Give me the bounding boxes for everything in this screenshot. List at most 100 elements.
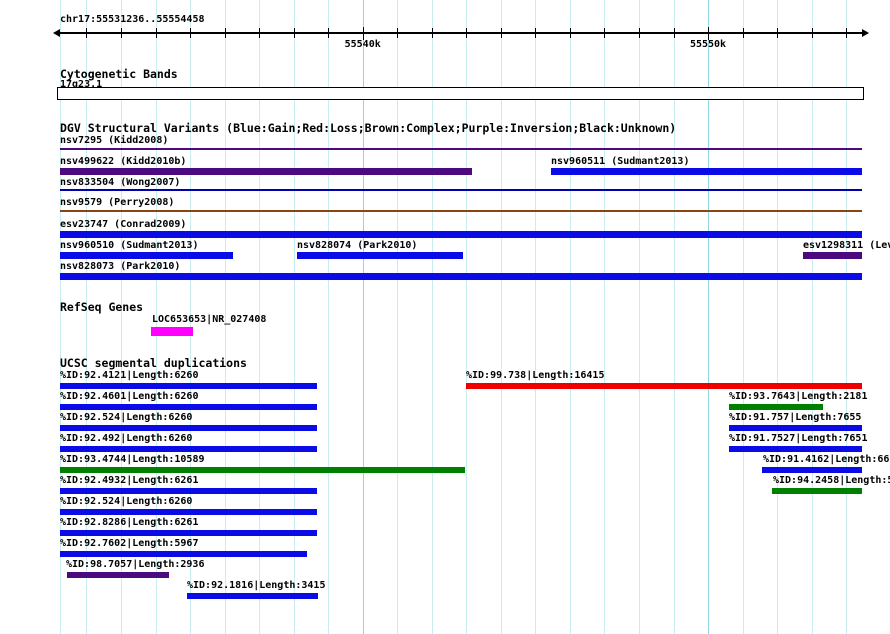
ruler-tick-label: 55550k (689, 39, 727, 50)
feature-bar-esv23747[interactable] (60, 231, 862, 238)
gridline (604, 0, 606, 634)
feature-label-nsv960511[interactable]: nsv960511 (Sudmant2013) (551, 156, 690, 167)
feature-bar-nsv960510[interactable] (60, 252, 233, 259)
feature-bar-segdup-15[interactable] (60, 551, 307, 557)
feature-label-LOC653653[interactable]: LOC653653|NR_027408 (152, 314, 267, 325)
gridline (328, 0, 330, 634)
cytoband-box[interactable] (57, 87, 864, 100)
feature-bar-segdup-7[interactable] (60, 446, 317, 452)
feature-label-esv1298311[interactable]: esv1298311 (Lev (803, 240, 890, 251)
feature-label-nsv960510[interactable]: nsv960510 (Sudmant2013) (60, 240, 199, 251)
section-title-cytogenetic-bands: Cytogenetic Bands (60, 67, 178, 81)
ruler-tick (777, 28, 779, 38)
feature-label-segdup-10[interactable]: %ID:91.4162|Length:668 (763, 454, 890, 465)
feature-bar-segdup-5[interactable] (60, 425, 317, 431)
gridline (777, 0, 779, 634)
feature-bar-segdup-17[interactable] (187, 593, 318, 599)
feature-bar-segdup-4[interactable] (729, 404, 823, 410)
feature-bar-LOC653653[interactable] (151, 327, 193, 336)
feature-label-segdup-9[interactable]: %ID:93.4744|Length:10589 (60, 454, 205, 465)
feature-label-segdup-1[interactable]: %ID:92.4121|Length:6260 (60, 370, 199, 381)
feature-label-segdup-12[interactable]: %ID:94.2458|Length:5 (773, 475, 890, 486)
feature-bar-nsv828073[interactable] (60, 273, 862, 280)
feature-bar-nsv7295[interactable] (60, 148, 862, 150)
ruler-tick (362, 27, 364, 40)
feature-bar-segdup-1[interactable] (60, 383, 317, 389)
feature-bar-nsv828074[interactable] (297, 252, 463, 259)
gridline (811, 0, 813, 634)
feature-bar-nsv9579[interactable] (60, 210, 862, 212)
feature-label-segdup-5[interactable]: %ID:92.524|Length:6260 (60, 412, 193, 423)
section-title-ucsc-segmental-duplications: UCSC segmental duplications (60, 356, 247, 370)
feature-label-nsv833504[interactable]: nsv833504 (Wong2007) (60, 177, 181, 188)
feature-bar-segdup-9[interactable] (60, 467, 465, 473)
ruler-tick (639, 28, 640, 38)
feature-bar-segdup-6[interactable] (729, 425, 862, 431)
feature-bar-esv1298311[interactable] (803, 252, 862, 259)
feature-bar-segdup-14[interactable] (60, 530, 317, 536)
feature-label-segdup-14[interactable]: %ID:92.8286|Length:6261 (60, 517, 199, 528)
feature-bar-segdup-16[interactable] (67, 572, 169, 578)
ruler-tick (673, 28, 675, 38)
gridline (224, 0, 226, 634)
ruler-tick (397, 28, 399, 38)
feature-label-segdup-15[interactable]: %ID:92.7602|Length:5967 (60, 538, 199, 549)
ruler-tick (500, 28, 502, 38)
feature-label-segdup-2[interactable]: %ID:99.738|Length:16415 (466, 370, 605, 381)
feature-bar-segdup-2[interactable] (466, 383, 862, 389)
ruler-tick-label: 55540k (344, 39, 381, 50)
feature-label-segdup-7[interactable]: %ID:92.492|Length:6260 (60, 433, 193, 444)
ruler-tick (259, 28, 261, 38)
ruler-tick (328, 28, 330, 38)
ruler-tick (569, 28, 571, 38)
ruler-tick (293, 28, 295, 38)
ruler-tick (86, 28, 88, 38)
feature-label-segdup-6[interactable]: %ID:91.757|Length:7655 (729, 412, 862, 423)
ruler-tick (155, 28, 157, 38)
ruler-tick (535, 28, 537, 38)
gridline (466, 0, 468, 634)
feature-bar-segdup-10[interactable] (762, 467, 862, 473)
feature-label-segdup-3[interactable]: %ID:92.4601|Length:6260 (60, 391, 199, 402)
feature-label-nsv828074[interactable]: nsv828074 (Park2010) (297, 240, 418, 251)
feature-bar-segdup-11[interactable] (60, 488, 317, 494)
gridline (639, 0, 640, 634)
feature-bar-nsv960511[interactable] (551, 168, 862, 175)
feature-label-segdup-4[interactable]: %ID:93.7643|Length:2181 (729, 391, 868, 402)
feature-bar-nsv833504[interactable] (60, 189, 862, 191)
gridline-major (708, 0, 709, 634)
gridline (846, 0, 848, 634)
gridline (535, 0, 537, 634)
ruler-tick (120, 28, 122, 38)
feature-bar-segdup-12[interactable] (772, 488, 862, 494)
feature-label-esv23747[interactable]: esv23747 (Conrad2009) (60, 219, 187, 230)
feature-label-segdup-17[interactable]: %ID:92.1816|Length:3415 (187, 580, 326, 591)
cytoband-label: 17q23.1 (60, 79, 103, 90)
feature-label-nsv9579[interactable]: nsv9579 (Perry2008) (60, 197, 175, 208)
gridline (120, 0, 122, 634)
feature-label-segdup-11[interactable]: %ID:92.4932|Length:6261 (60, 475, 199, 486)
gridline (569, 0, 571, 634)
ruler-tick (604, 28, 606, 38)
ruler-line[interactable] (60, 32, 862, 34)
feature-label-segdup-16[interactable]: %ID:98.7057|Length:2936 (66, 559, 205, 570)
feature-label-nsv499622[interactable]: nsv499622 (Kidd2010b) (60, 156, 187, 167)
gridline (397, 0, 399, 634)
section-title-dgv-structural-variants: DGV Structural Variants (Blue:Gain;Red:L… (60, 121, 677, 135)
ruler-tick (846, 28, 848, 38)
feature-bar-nsv499622[interactable] (60, 168, 472, 175)
feature-label-nsv7295[interactable]: nsv7295 (Kidd2008) (60, 135, 169, 146)
ruler-tick (742, 28, 744, 38)
feature-bar-segdup-3[interactable] (60, 404, 317, 410)
feature-label-segdup-13[interactable]: %ID:92.524|Length:6260 (60, 496, 193, 507)
feature-bar-segdup-8[interactable] (729, 446, 862, 452)
feature-label-segdup-8[interactable]: %ID:91.7527|Length:7651 (729, 433, 868, 444)
gridline (500, 0, 502, 634)
feature-bar-segdup-13[interactable] (60, 509, 317, 515)
gridline (293, 0, 295, 634)
feature-label-nsv828073[interactable]: nsv828073 (Park2010) (60, 261, 181, 272)
gridline (190, 0, 191, 634)
gridline (155, 0, 157, 634)
ruler-tick (466, 28, 468, 38)
